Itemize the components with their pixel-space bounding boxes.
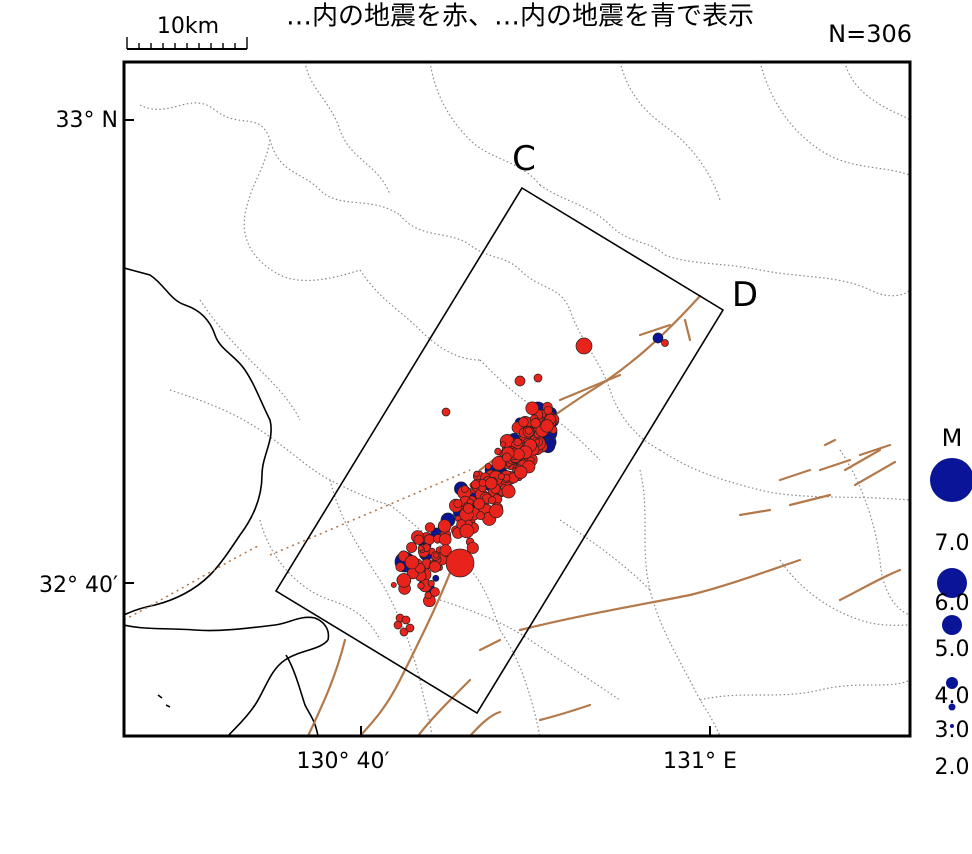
lon-label-131e: 131° E [663,749,737,774]
epicenter-marker [525,427,532,434]
epicenter-marker [425,523,435,533]
epicenter-marker [544,406,552,414]
epicenter-marker [485,478,497,490]
epicenter-marker [471,480,480,489]
epicenter-marker [446,549,474,577]
epicenter-marker [431,588,440,597]
section-label-d: D [732,275,758,315]
legend-label-m7: 7.0 [935,531,970,556]
epicenter-marker [414,535,424,545]
epicenter-marker [434,553,439,558]
epicenter-marker [454,499,462,507]
epicenter-marker [534,374,542,382]
lon-label-130-40: 130° 40′ [297,749,390,774]
epicenter-marker [391,582,396,587]
lat-label-33n: 33° N [56,108,118,133]
epicenter-marker [541,420,554,433]
epicenter-marker [397,574,411,588]
legend-label-m3: 3.0 [935,718,970,743]
epicenter-marker [424,535,434,545]
legend-title: M [942,424,963,452]
legend-symbol-m2 [950,724,954,728]
epicenter-marker [576,338,592,354]
epicenter-marker [433,575,439,581]
epicenter-marker [438,520,451,533]
epicenter-marker [428,580,434,586]
epicenter-marker [515,466,528,479]
epicenter-marker [442,408,450,416]
epicenter-marker [461,486,468,493]
epicenter-marker [463,503,473,513]
epicenter-marker [460,524,474,538]
epicenter-marker [418,582,425,589]
epicenter-marker [402,616,410,624]
epicenter-marker [485,463,491,469]
scale-bar: 10km [127,14,247,49]
legend-symbol-m5 [942,615,962,635]
legend-label-m2: 2.0 [935,755,970,780]
epicenter-marker [502,453,511,462]
epicenter-marker [407,542,417,552]
epicenter-marker [477,511,485,519]
epicenter-marker [519,417,529,427]
epicenter-marker [495,448,502,455]
epicenter-marker [531,418,541,428]
epicenter-marker [474,498,485,509]
magnitude-legend: M 7.0 6.0 5.0 4.0 3.0 2.0 [930,424,972,780]
epicenter-marker [513,449,524,460]
epicenter-marker [488,497,495,504]
epicenter-marker [515,376,525,386]
legend-label-m5: 5.0 [935,637,970,662]
legend-symbol-m7 [930,458,972,502]
epicenter-marker [500,442,505,447]
epicenter-marker [406,624,414,632]
map-header: …内の地震を赤、…内の地震を青で表示 N=306 [286,1,912,48]
event-count-label: N=306 [828,20,912,48]
epicenter-marker [498,473,504,479]
legend-label-m6: 6.0 [935,591,970,616]
legend-symbol-m3 [949,704,956,711]
epicenter-marker [418,546,423,551]
epicenter-marker [662,340,669,347]
map-title-fragment: …内の地震を赤、…内の地震を青で表示 [286,1,754,31]
epicenter-marker [405,556,418,569]
epicenter-marker [526,402,539,415]
section-label-c: C [512,139,536,179]
epicenter-marker [474,471,480,477]
lat-label-32-40: 32° 40′ [39,573,118,598]
epicenter-marker [439,534,451,546]
epicenter-marker [490,504,504,518]
epicenter-marker [396,563,405,572]
scale-bar-label: 10km [157,14,219,39]
epicenter-marker [502,485,515,498]
epicenter-marker [429,561,440,572]
epicenter-marker [514,438,522,446]
